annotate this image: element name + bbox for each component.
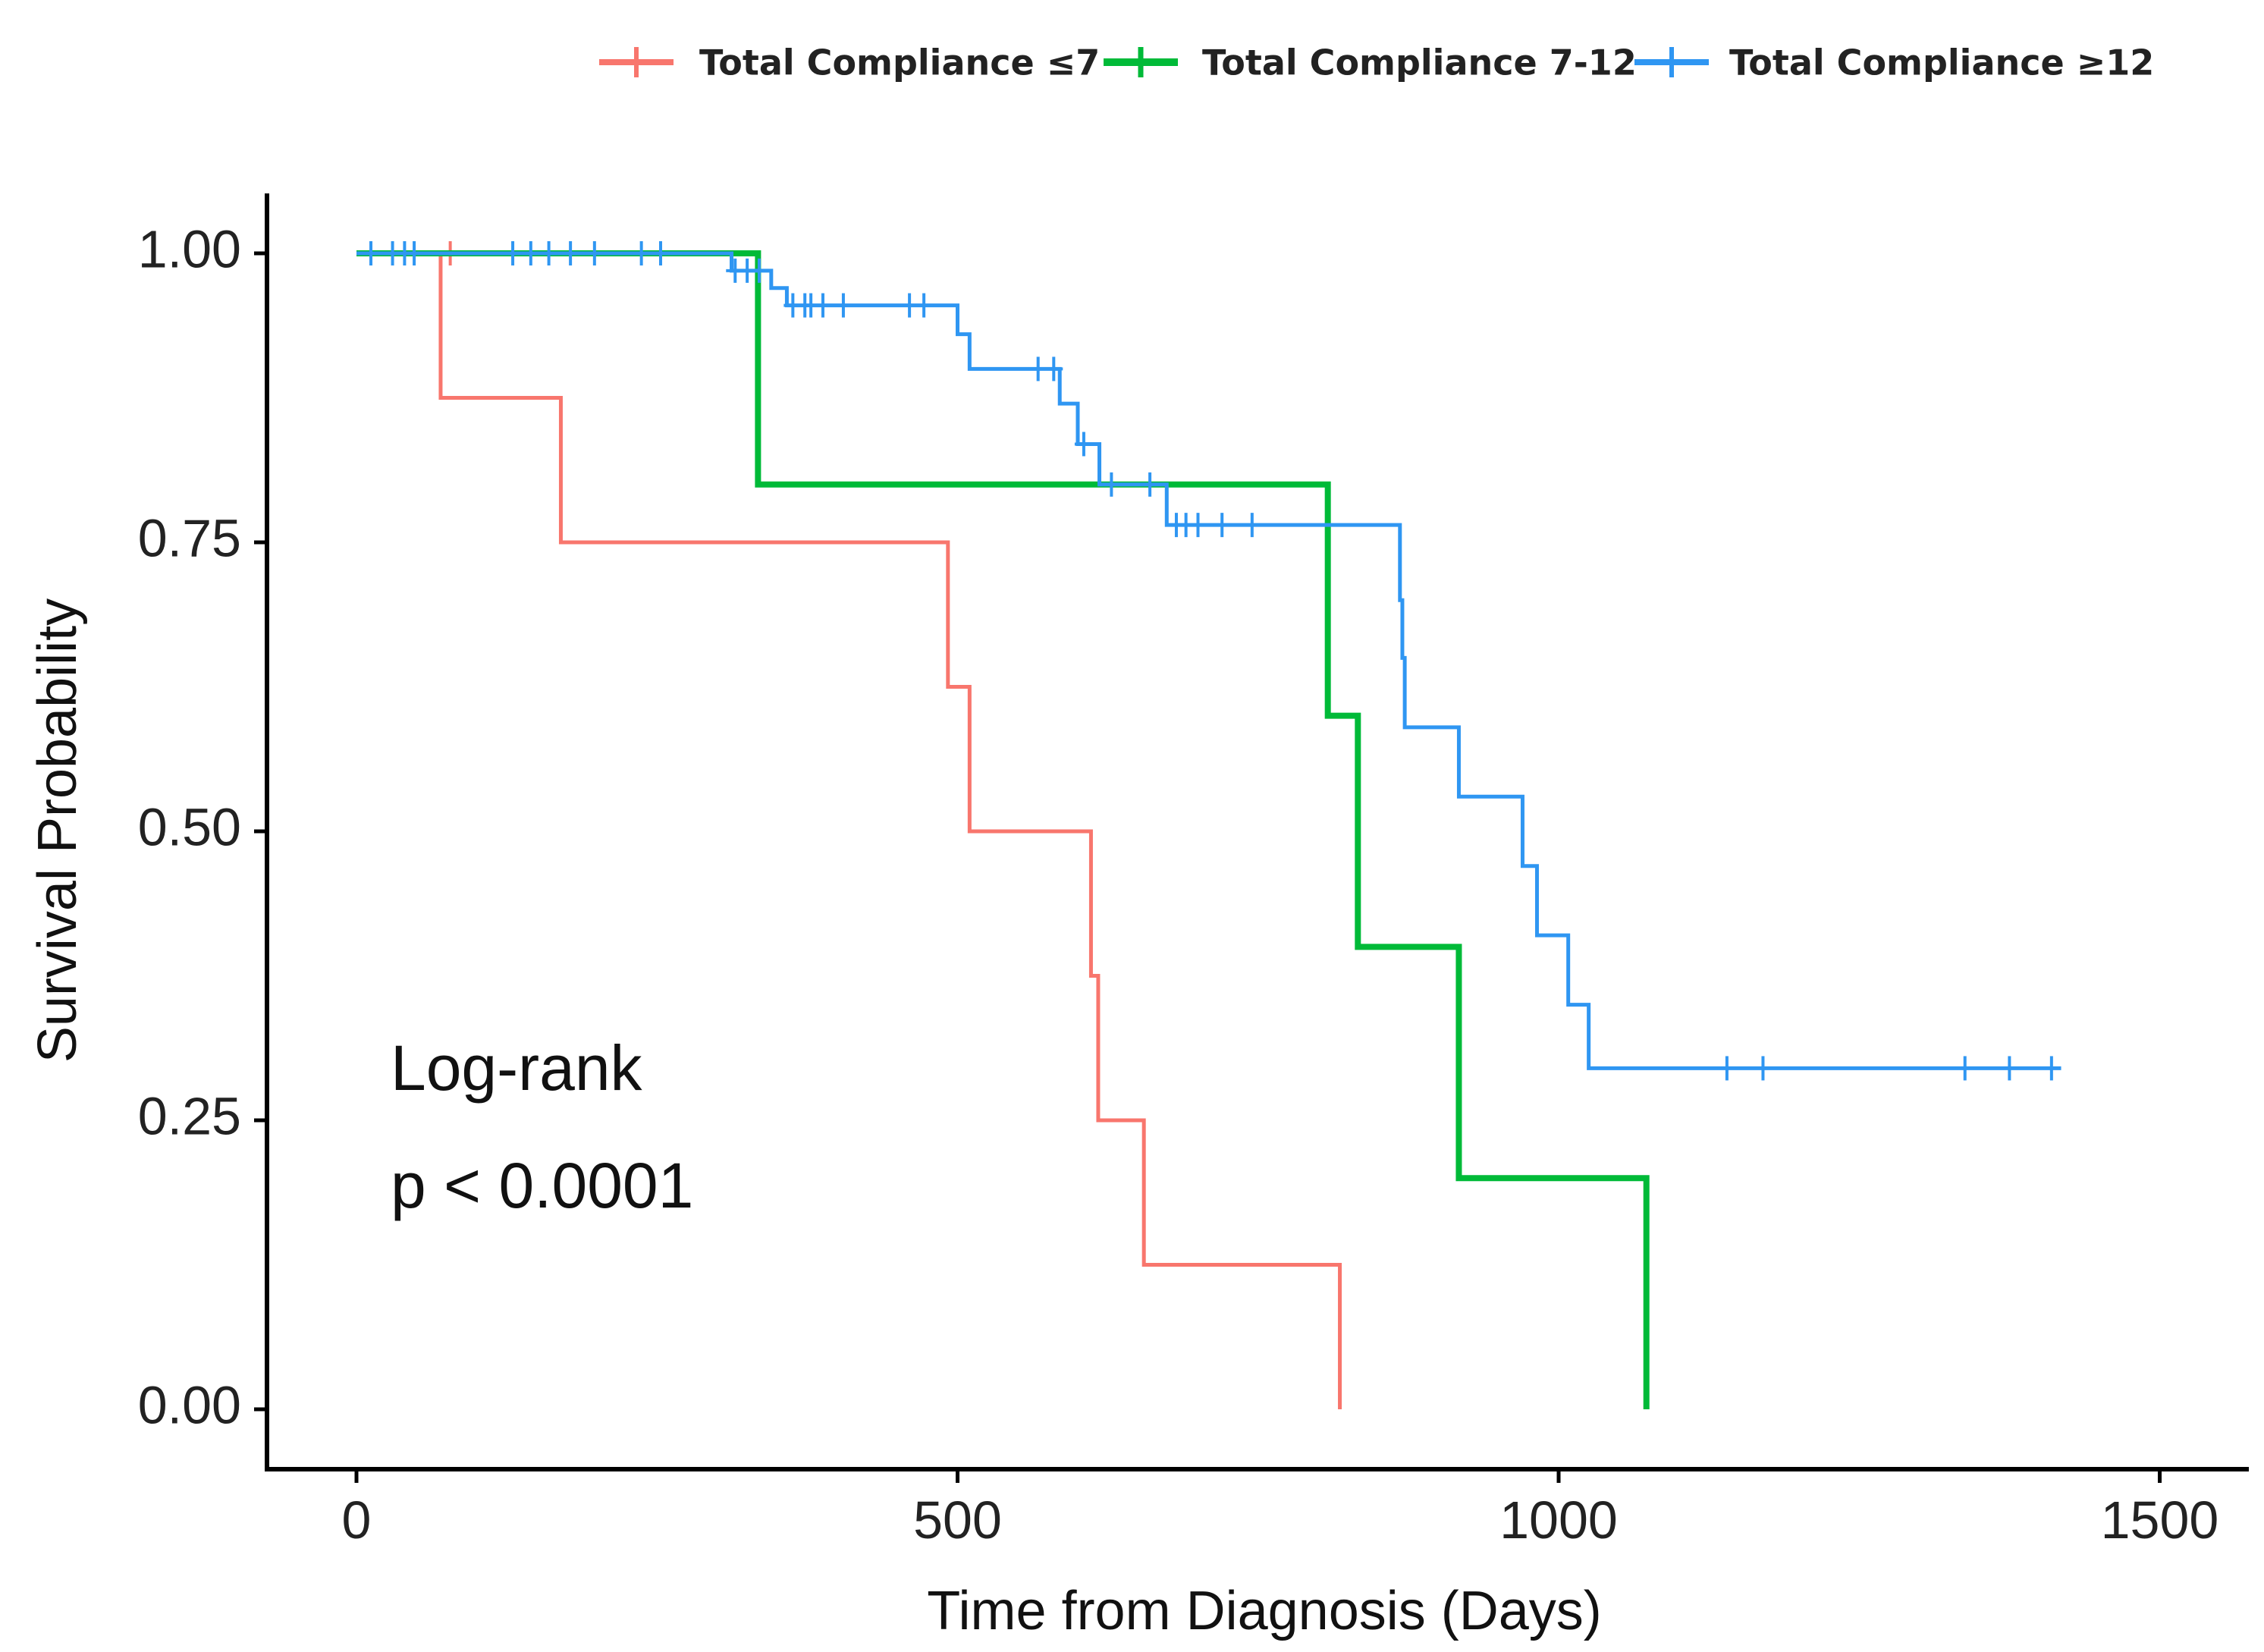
- series-2: [356, 241, 2061, 1081]
- y-tick-label: 0.00: [138, 1375, 241, 1434]
- x-tick-label: 0: [342, 1490, 372, 1550]
- x-tick-label: 1000: [1499, 1490, 1618, 1550]
- y-axis-title: Survival Probability: [27, 598, 88, 1063]
- legend-label-low: Total Compliance ≤7: [699, 42, 1100, 83]
- legend-label-mid: Total Compliance 7-12: [1202, 42, 1637, 83]
- y-tick-label: 0.25: [138, 1086, 241, 1145]
- survival-curves: [356, 241, 2061, 1409]
- survival-line-0: [356, 251, 1342, 1409]
- x-ticks: 0 500 1000 1500: [342, 1469, 2219, 1550]
- legend-item-low: Total Compliance ≤7: [599, 42, 1100, 83]
- legend-label-high: Total Compliance ≥12: [1729, 42, 2154, 83]
- y-tick-label: 1.00: [138, 219, 241, 278]
- survival-line-2: [356, 251, 2061, 1070]
- y-tick-label: 0.50: [138, 797, 241, 856]
- annotation-p-value: p < 0.0001: [391, 1150, 693, 1221]
- x-tick-label: 500: [913, 1490, 1002, 1550]
- legend-item-mid: Total Compliance 7-12: [1104, 42, 1637, 83]
- survival-line-1: [356, 250, 1650, 1409]
- x-tick-label: 1500: [2101, 1490, 2219, 1550]
- annotation-log-rank: Log-rank: [391, 1032, 643, 1104]
- legend: Total Compliance ≤7 Total Compliance 7-1…: [599, 42, 2154, 83]
- x-axis-title: Time from Diagnosis (Days): [927, 1581, 1602, 1641]
- axes: 0.00 0.25 0.50 0.75 1.00 0 500 1000 1500 Time f…: [27, 193, 2249, 1641]
- y-ticks: 0.00 0.25 0.50 0.75 1.00: [138, 219, 267, 1434]
- series-1: [356, 250, 1650, 1409]
- y-tick-label: 0.75: [138, 508, 241, 567]
- log-rank-annotation: Log-rank p < 0.0001: [391, 1032, 693, 1221]
- legend-item-high: Total Compliance ≥12: [1634, 42, 2154, 83]
